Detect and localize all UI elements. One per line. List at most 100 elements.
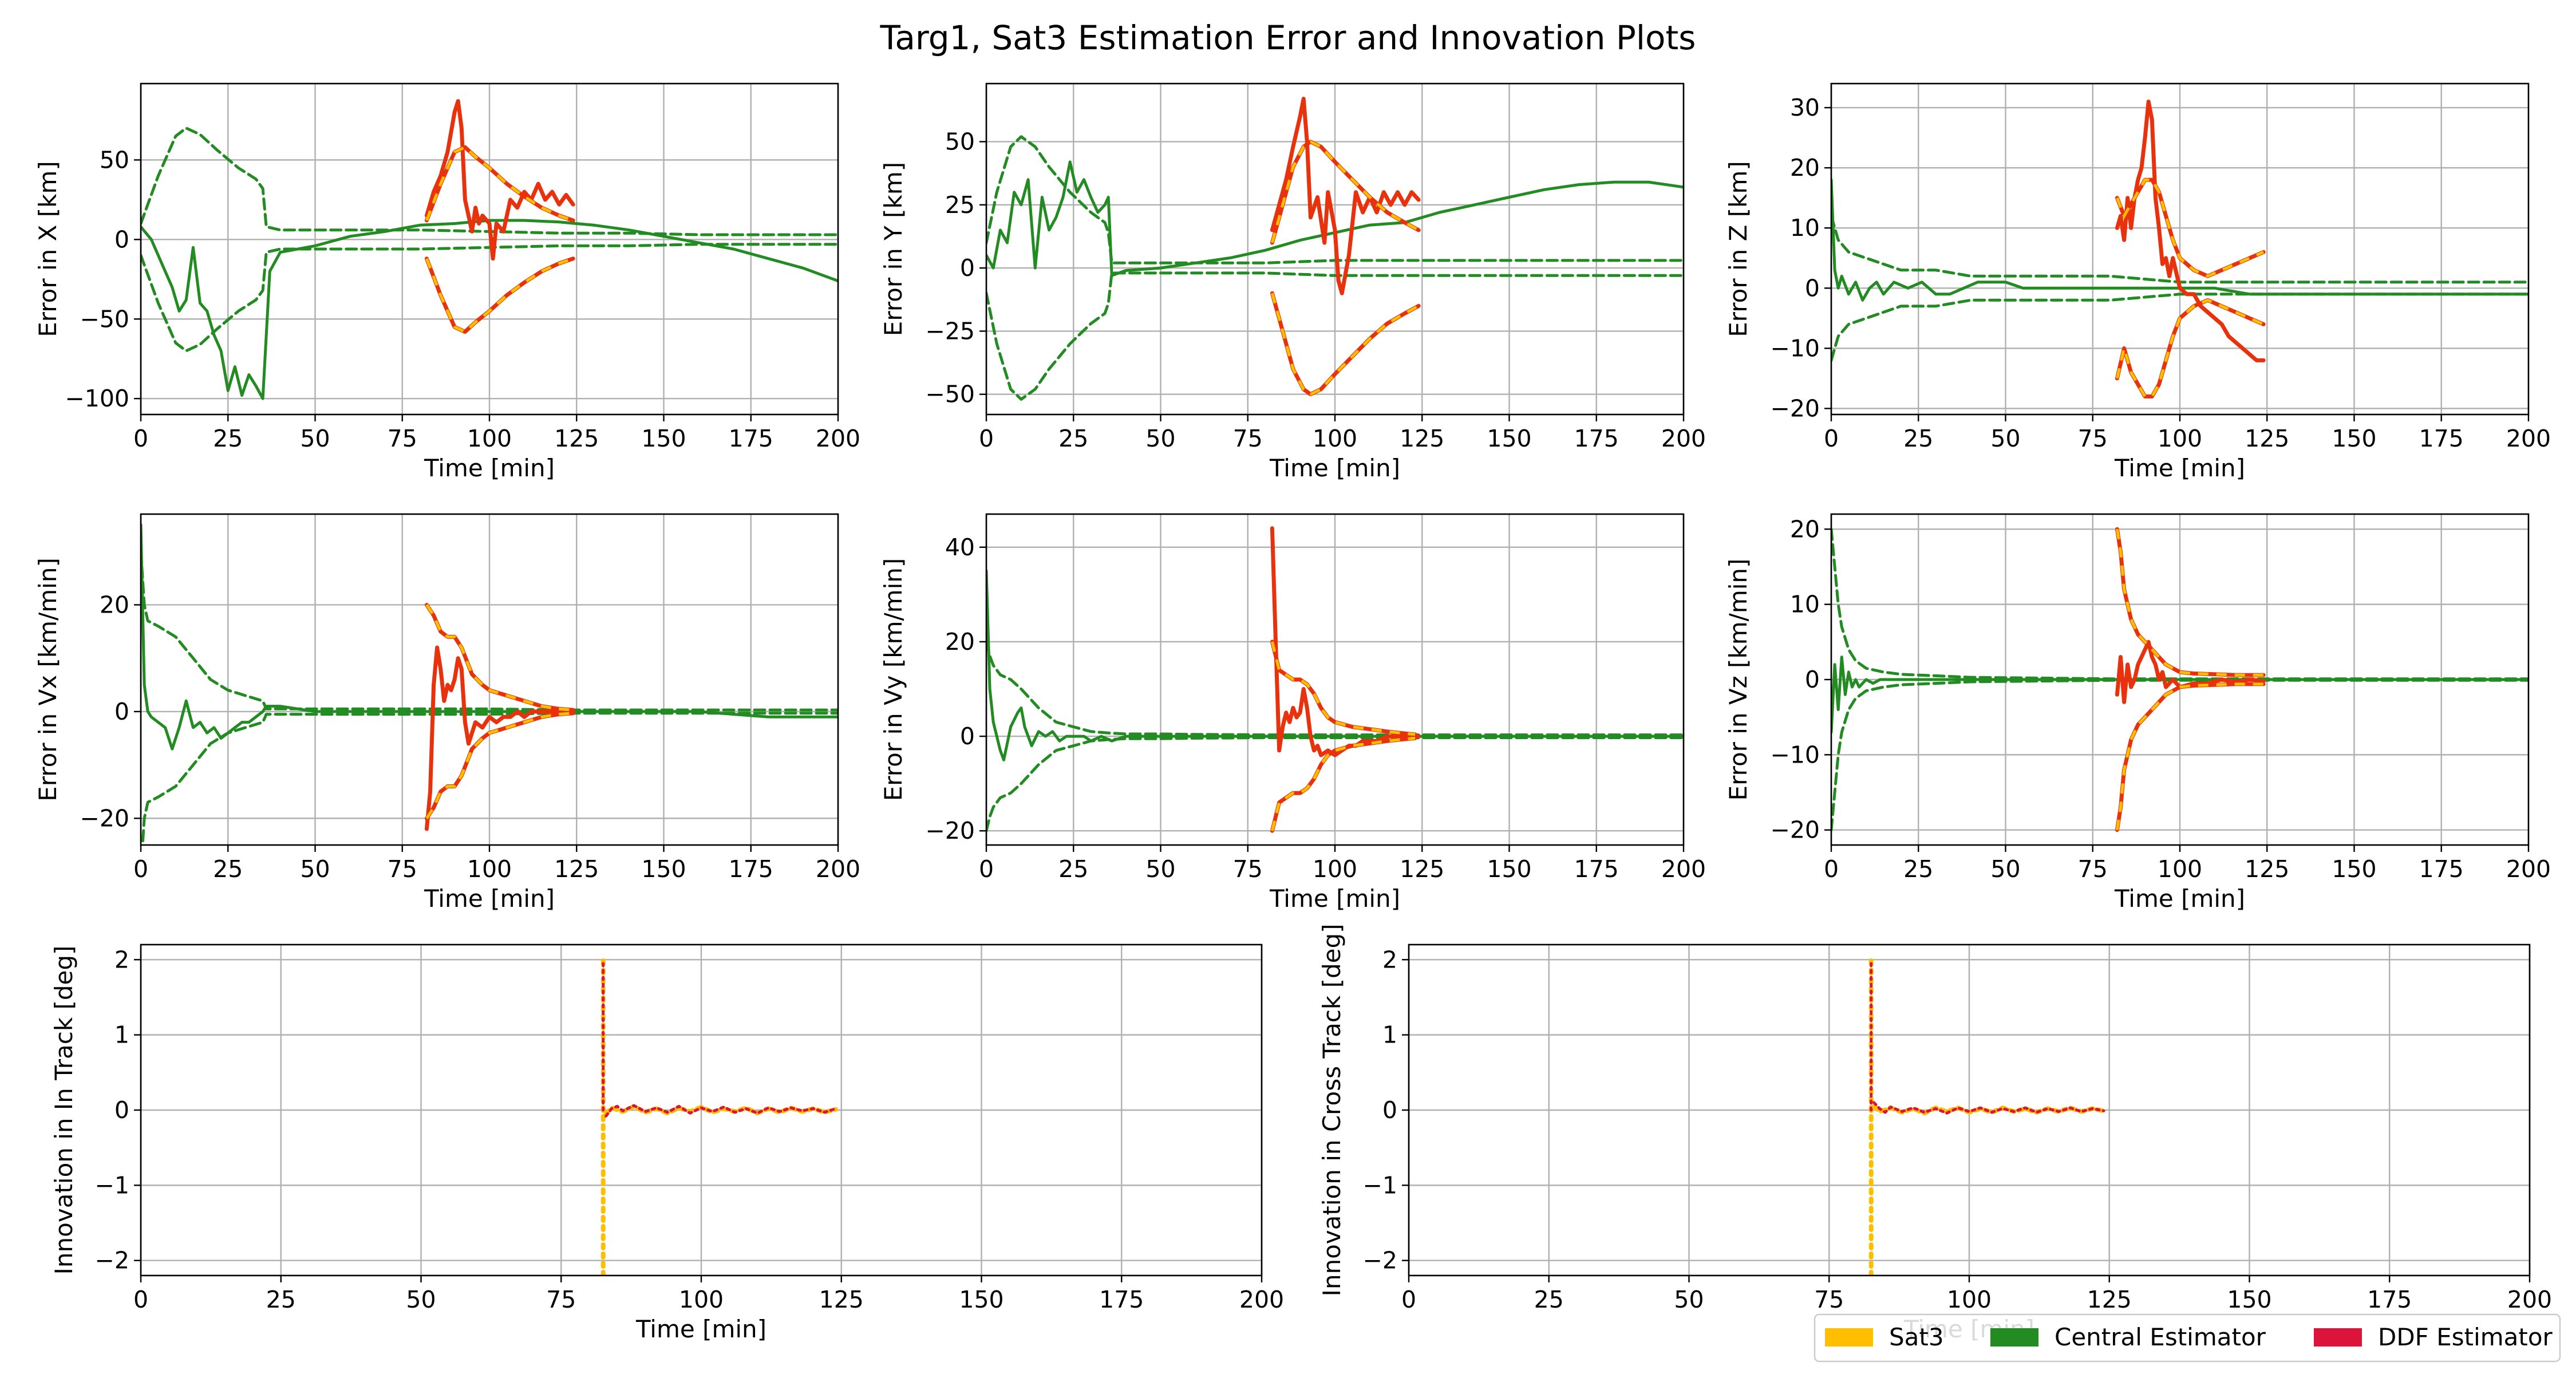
x-tick-label: 100 — [467, 425, 512, 452]
x-tick-label: 125 — [2245, 855, 2289, 883]
x-tick-label: 175 — [1574, 855, 1619, 883]
legend: Sat3 Central Estimator DDF Estimator — [1814, 1313, 2561, 1363]
y-axis-label: Error in Vx [km/min] — [34, 558, 62, 802]
x-tick-label: 200 — [2506, 855, 2551, 883]
series-ddf-error — [2115, 100, 2266, 362]
y-tick-label: 50 — [100, 146, 129, 173]
x-tick-label: 200 — [1661, 425, 1706, 452]
x-tick-label: 150 — [2227, 1286, 2271, 1313]
y-tick-label: 2 — [1382, 946, 1397, 973]
series-central-error — [141, 219, 838, 400]
series-ddf-bound — [424, 145, 575, 223]
y-tick-label: 20 — [945, 628, 975, 656]
x-tick-label: 175 — [2419, 855, 2464, 883]
series-central-error — [986, 160, 1684, 277]
subplot-7: 0 25 50 75 100 125 150 175 200 −2 −1 0 1 2 Time [min] I… — [50, 943, 1284, 1343]
x-tick-label: 0 — [1824, 855, 1839, 883]
y-tick-label: −20 — [1770, 816, 1820, 844]
series-sat3-bound-overlay — [2115, 682, 2264, 831]
y-tick-label: −1 — [95, 1171, 129, 1199]
y-tick-label: 20 — [1790, 154, 1820, 181]
y-tick-label: −25 — [925, 317, 975, 345]
legend-item: DDF Estimator — [2314, 1323, 2553, 1351]
y-axis-label: Innovation in In Track [deg] — [50, 946, 78, 1275]
x-tick-label: 75 — [546, 1286, 576, 1313]
x-tick-label: 75 — [388, 425, 417, 452]
legend-box — [1814, 1313, 2561, 1363]
y-tick-label: −2 — [1363, 1247, 1397, 1274]
legend-item: Central Estimator — [1990, 1323, 2266, 1351]
series-ddf-error — [2115, 639, 2266, 704]
x-tick-label: 125 — [554, 425, 599, 452]
x-tick-label: 175 — [729, 425, 773, 452]
axes-frame — [1830, 513, 2530, 846]
x-tick-label: 100 — [2158, 855, 2202, 883]
y-axis-label: Error in X [km] — [34, 161, 62, 337]
y-tick-label: −20 — [80, 804, 129, 832]
x-tick-label: 75 — [1233, 855, 1263, 883]
x-tick-label: 25 — [1058, 425, 1088, 452]
series-ddf-bound — [424, 711, 575, 820]
x-tick-label: 150 — [1487, 855, 1531, 883]
series-ddf-bound — [1270, 639, 1417, 737]
x-tick-label: 200 — [2506, 425, 2551, 452]
x-tick-label: 25 — [1534, 1286, 1564, 1313]
figure-title: Targ1, Sat3 Estimation Error and Innovat… — [880, 18, 1696, 57]
x-tick-label: 150 — [1487, 425, 1531, 452]
axes-frame — [140, 513, 839, 846]
x-tick-label: 50 — [300, 855, 330, 883]
y-tick-label: −100 — [65, 385, 129, 412]
y-tick-label: −10 — [1770, 741, 1820, 768]
series-ddf-innovation — [605, 1104, 837, 1118]
y-tick-label: 0 — [960, 722, 975, 750]
x-tick-label: 200 — [816, 425, 860, 452]
y-axis-label: Error in Z [km] — [1724, 161, 1752, 337]
y-tick-label: 10 — [1790, 214, 1820, 242]
legend-label: Sat3 — [1889, 1323, 1944, 1351]
y-tick-label: 50 — [945, 128, 975, 155]
y-tick-label: 25 — [945, 191, 975, 219]
axes-frame — [140, 943, 1263, 1277]
y-tick-label: −10 — [1770, 334, 1820, 362]
subplot-1: 0 25 50 75 100 125 150 175 200 −100 −50 0 50 Time [mi… — [34, 82, 860, 482]
x-tick-label: 0 — [133, 855, 148, 883]
series-sat3-bound-overlay — [2116, 178, 2265, 278]
x-tick-label: 50 — [406, 1286, 436, 1313]
series-central-bound — [1831, 214, 2528, 284]
x-tick-label: 100 — [1313, 425, 1357, 452]
x-tick-label: 0 — [1401, 1286, 1416, 1313]
series-sat3-bound-overlay — [2115, 298, 2265, 398]
y-tick-label: −20 — [925, 817, 975, 844]
x-tick-label: 175 — [729, 855, 773, 883]
x-tick-label: 150 — [641, 855, 686, 883]
legend-swatch — [1825, 1328, 1873, 1347]
x-tick-label: 175 — [1574, 425, 1619, 452]
series-central-bound — [141, 127, 838, 236]
x-tick-label: 50 — [1990, 855, 2020, 883]
y-tick-label: 20 — [100, 591, 129, 618]
series-sat3-bound-overlay — [1270, 736, 1416, 831]
subplot-2: 0 25 50 75 100 125 150 175 200 −50 −25 0 25 50 Time [m… — [879, 82, 1706, 482]
x-tick-label: 150 — [2332, 425, 2376, 452]
x-tick-label: 100 — [679, 1286, 724, 1313]
x-tick-label: 100 — [1313, 855, 1357, 883]
y-tick-label: 0 — [960, 254, 975, 282]
x-axis-label: Time [min] — [635, 1315, 767, 1343]
series-central-bound — [141, 243, 838, 353]
series-ddf-bound — [424, 603, 575, 712]
series-central-bound — [1831, 527, 2528, 681]
x-tick-label: 150 — [641, 425, 686, 452]
y-tick-label: 0 — [114, 1096, 129, 1124]
y-tick-label: 0 — [1805, 274, 1820, 302]
series-ddf-error — [1270, 97, 1421, 295]
series-ddf-bound — [2115, 527, 2266, 677]
x-tick-label: 125 — [2087, 1286, 2132, 1313]
x-axis-label: Time [min] — [424, 454, 555, 482]
x-tick-label: 0 — [1824, 425, 1839, 452]
x-tick-label: 0 — [133, 1286, 148, 1313]
x-axis-label: Time [min] — [424, 885, 555, 913]
series-sat3-bound-overlay — [1270, 293, 1420, 396]
y-tick-label: −1 — [1363, 1171, 1397, 1199]
x-tick-label: 25 — [1903, 855, 1933, 883]
